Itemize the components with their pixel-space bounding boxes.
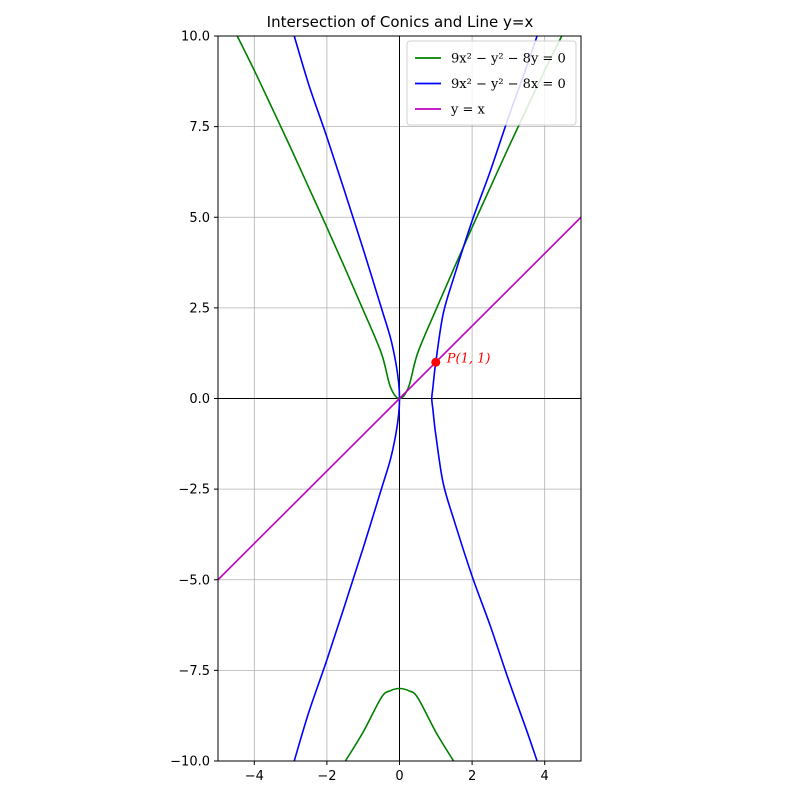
y-tick-label: 10.0	[181, 30, 210, 45]
chart-title: Intersection of Conics and Line y=x	[267, 13, 534, 31]
tick-labels: −4 −2 0 2 4 −10.0 −7.5 −5.0 −2.5 0.0 2.5 5.0 7.5 10.0	[170, 30, 549, 785]
x-tick-label: 0	[395, 769, 403, 784]
legend-label-0: 9x² − y² − 8y = 0	[451, 52, 566, 67]
legend-label-1: 9x² − y² − 8x = 0	[451, 77, 566, 92]
point-label-0: P(1, 1)	[446, 351, 491, 366]
series-0-branch-1-line	[344, 687, 455, 761]
legend: 9x² − y² − 8y = 0 9x² − y² − 8x = 0 y = x	[406, 40, 577, 126]
legend-label-2: y = x	[450, 103, 486, 118]
series-2-branch-0-line	[218, 216, 581, 581]
legend-box	[406, 40, 577, 126]
point-marker-0	[431, 357, 441, 367]
x-tick-label: 4	[541, 769, 549, 784]
y-tick-label: 5.0	[189, 211, 210, 226]
x-tick-label: −4	[245, 769, 264, 784]
y-tick-label: 7.5	[189, 120, 210, 135]
y-tick-label: 2.5	[189, 301, 210, 316]
y-tick-label: −7.5	[178, 664, 210, 679]
series-layer	[218, 36, 581, 761]
y-tick-label: −10.0	[170, 755, 210, 770]
points-layer: P(1, 1)	[431, 351, 491, 367]
series-1-branch-1-line	[430, 36, 538, 761]
y-tick-label: −5.0	[178, 573, 210, 588]
x-tick-label: 2	[468, 769, 476, 784]
x-tick-label: −2	[317, 769, 336, 784]
y-tick-label: 0.0	[189, 392, 210, 407]
y-tick-label: −2.5	[178, 483, 210, 498]
